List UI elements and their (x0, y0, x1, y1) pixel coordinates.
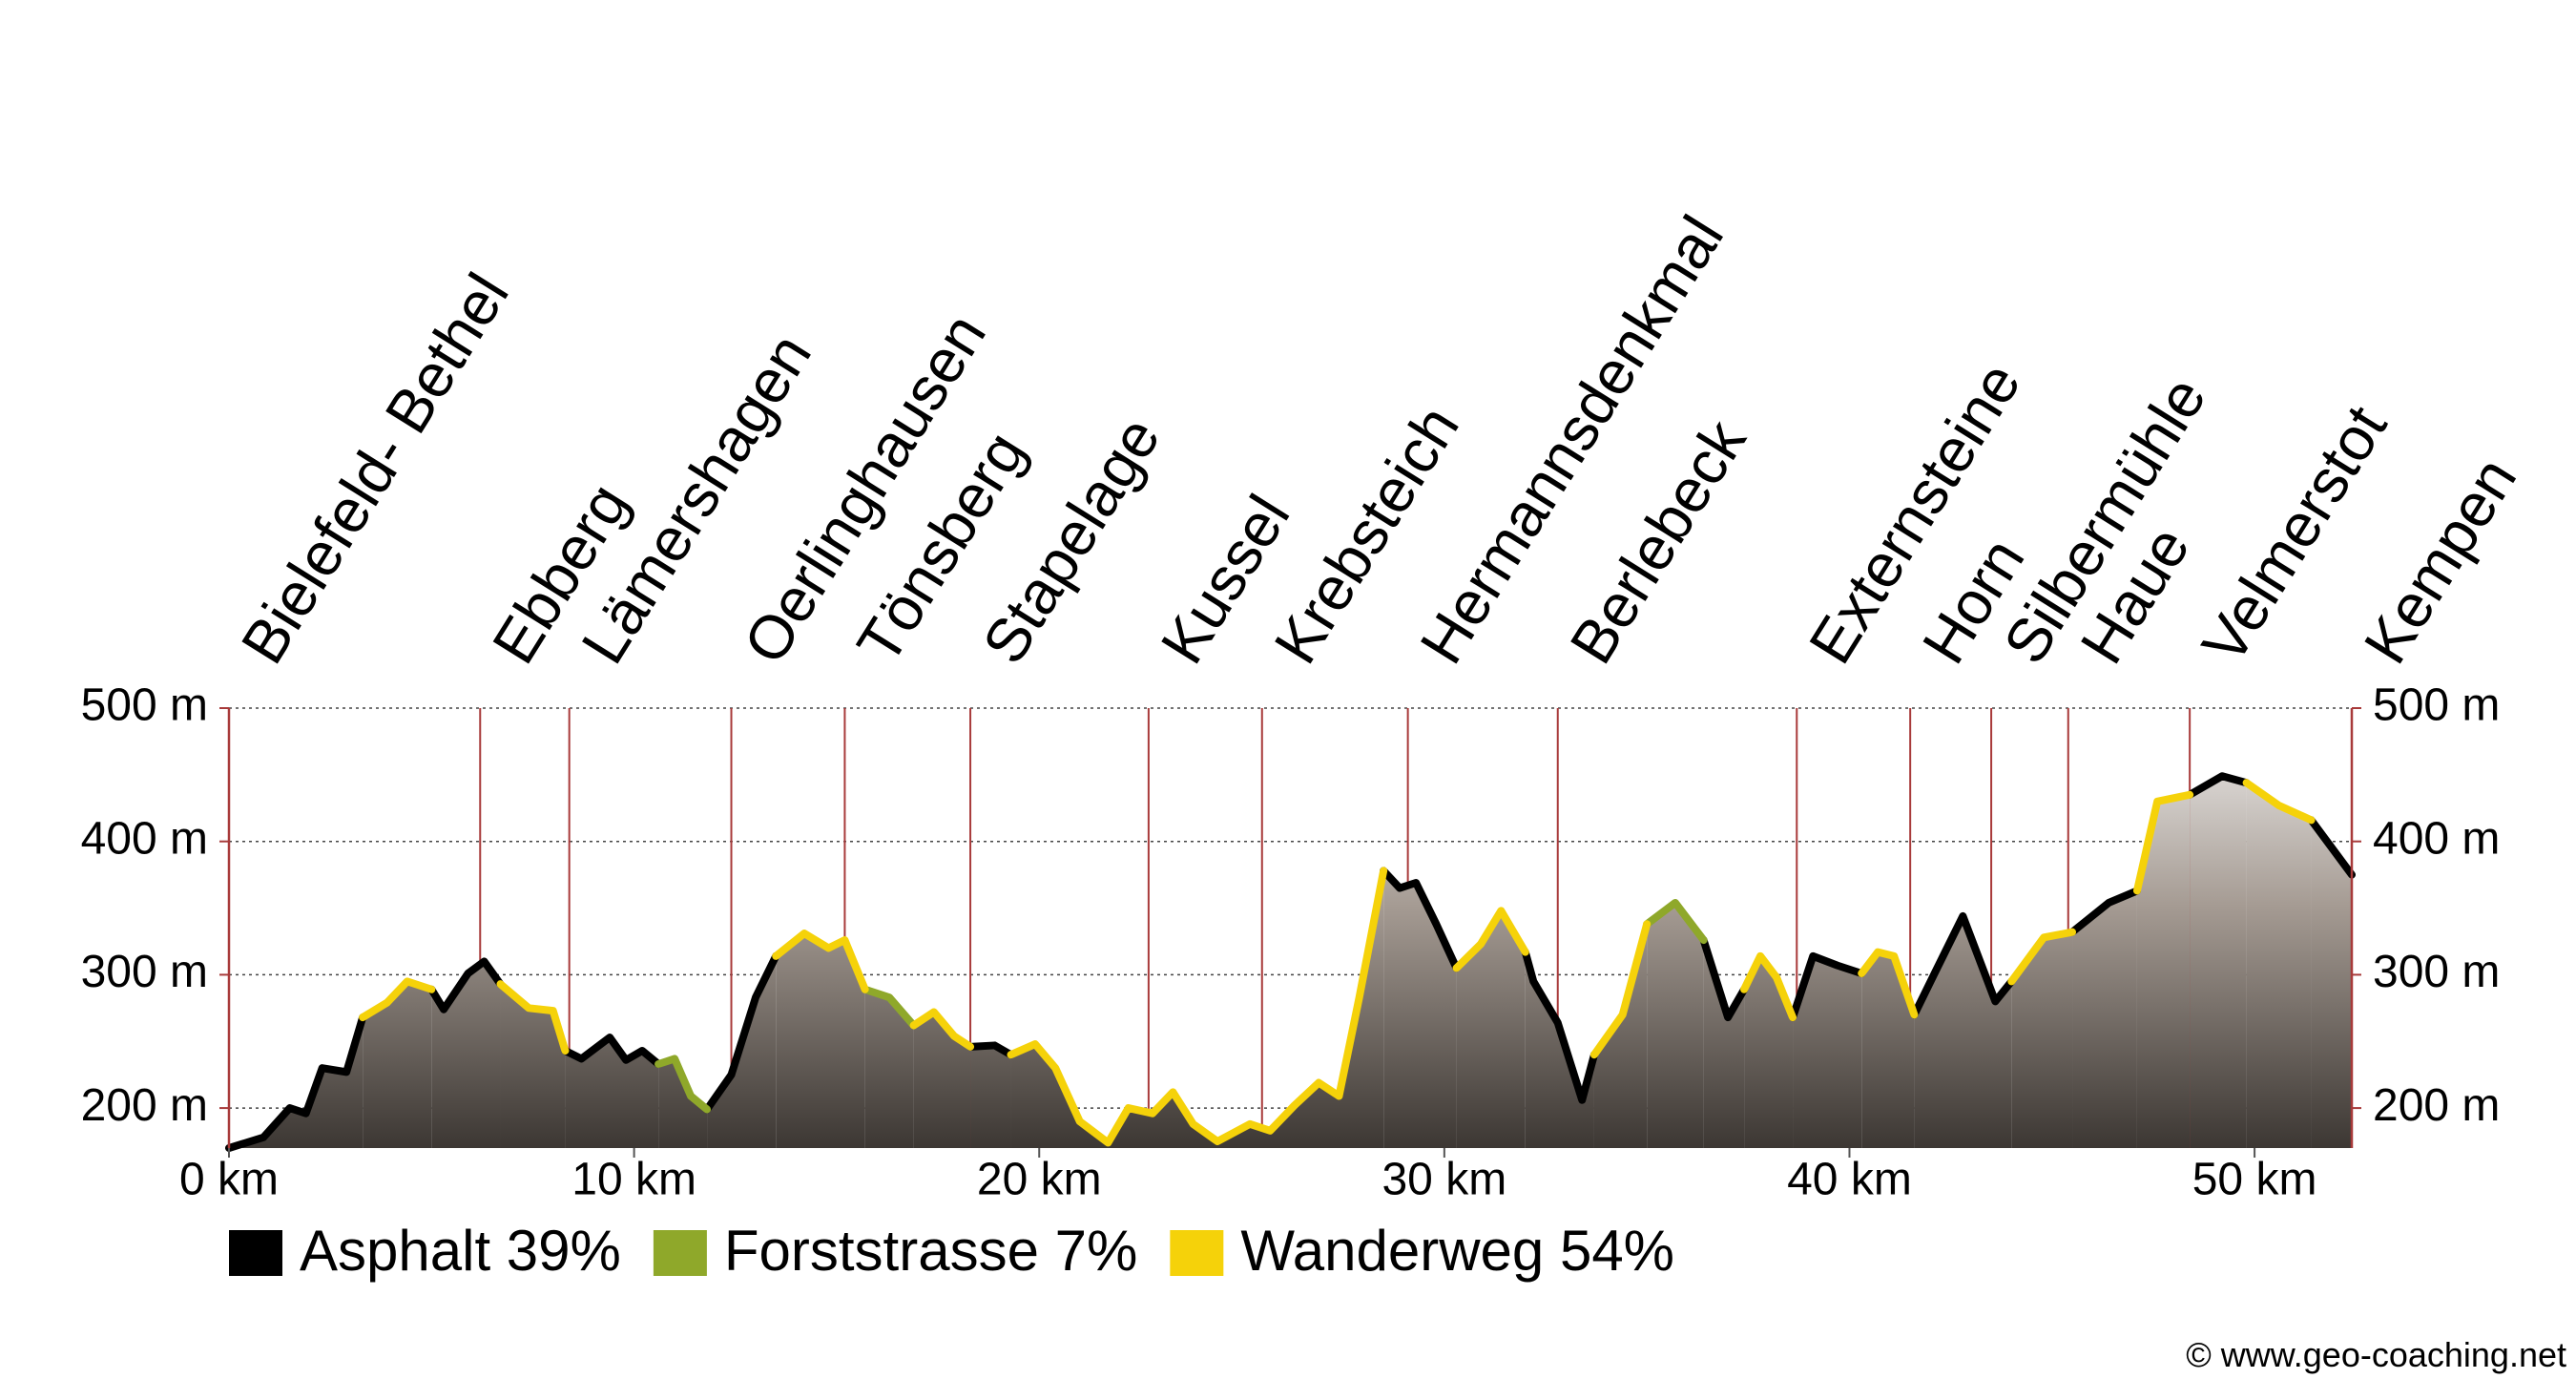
x-tick-label: 30 km (1381, 1155, 1506, 1205)
waypoint-label: Bielefeld- Bethel (228, 261, 522, 675)
x-tick-label: 20 km (977, 1155, 1102, 1205)
legend-label: Wanderweg 54% (1240, 1219, 1674, 1283)
source-note: © www.geo-coaching.net (2186, 1335, 2566, 1374)
x-tick-label: 10 km (571, 1155, 696, 1205)
x-tick-label: 40 km (1787, 1155, 1912, 1205)
profile-area (229, 776, 2352, 1148)
x-tick-label: 0 km (179, 1155, 279, 1205)
y-tick-label: 500 m (81, 680, 208, 731)
y-tick-label: 400 m (81, 813, 208, 864)
surface-line (225, 772, 2356, 1152)
waypoint-label: Kempen (2351, 446, 2529, 675)
y-tick-label: 200 m (81, 1080, 208, 1131)
surface-line (654, 898, 1708, 1114)
legend-swatch (1170, 1230, 1224, 1276)
y2-tick-label: 400 m (2373, 813, 2500, 864)
x-tick-label: 50 km (2192, 1155, 2317, 1205)
legend-swatch (653, 1230, 707, 1276)
legend-label: Asphalt 39% (300, 1219, 621, 1283)
y-tick-label: 300 m (81, 947, 208, 997)
y2-tick-label: 300 m (2373, 947, 2500, 997)
y2-tick-label: 500 m (2373, 680, 2500, 731)
legend-label: Forststrasse 7% (724, 1219, 1137, 1283)
profile-area (658, 902, 1704, 1148)
y2-tick-label: 200 m (2373, 1080, 2500, 1131)
profile-area (363, 783, 2312, 1148)
legend-swatch (229, 1230, 282, 1276)
surface-line (359, 779, 2316, 1147)
